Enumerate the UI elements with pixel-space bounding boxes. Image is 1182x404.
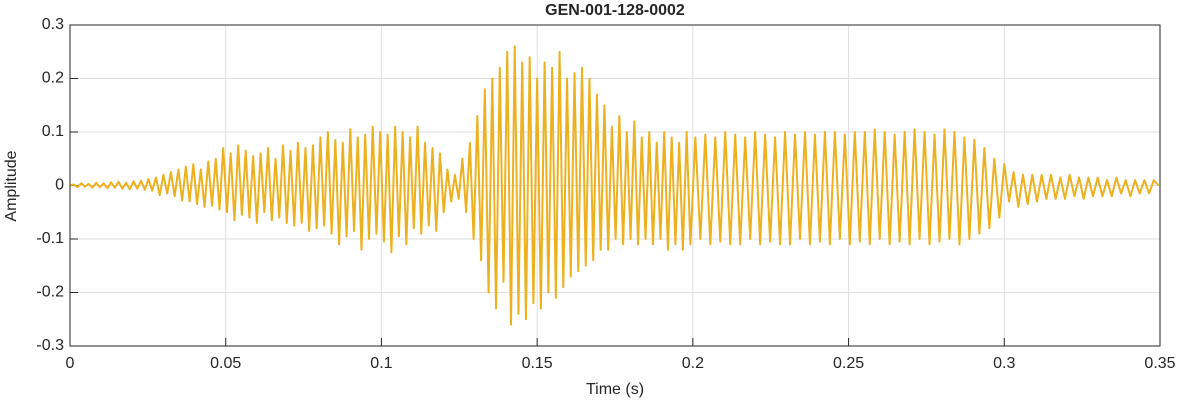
- y-tick-label: 0: [55, 177, 64, 194]
- y-tick-label: 0.1: [42, 123, 64, 140]
- y-tick-label: -0.1: [36, 230, 64, 247]
- y-tick-label: 0.3: [42, 16, 64, 33]
- x-tick-label: 0.2: [682, 355, 704, 372]
- x-axis-label: Time (s): [586, 381, 644, 398]
- x-tick-label: 0.15: [522, 355, 553, 372]
- axes-box: [69, 24, 1161, 347]
- y-tick-label: -0.3: [36, 337, 64, 354]
- y-axis-label: Amplitude: [3, 150, 20, 221]
- x-tick-label: 0.25: [833, 355, 864, 372]
- signal-line: [69, 45, 1160, 326]
- x-tick-label: 0.05: [210, 355, 241, 372]
- x-tick-label: 0.35: [1144, 355, 1175, 372]
- y-tick-label: -0.2: [36, 284, 64, 301]
- chart-title: GEN-001-128-0002: [545, 2, 685, 19]
- y-tick-label: 0.2: [42, 70, 64, 87]
- x-tick-label: 0: [66, 355, 75, 372]
- x-tick-label: 0.3: [993, 355, 1015, 372]
- x-tick-label: 0.1: [370, 355, 392, 372]
